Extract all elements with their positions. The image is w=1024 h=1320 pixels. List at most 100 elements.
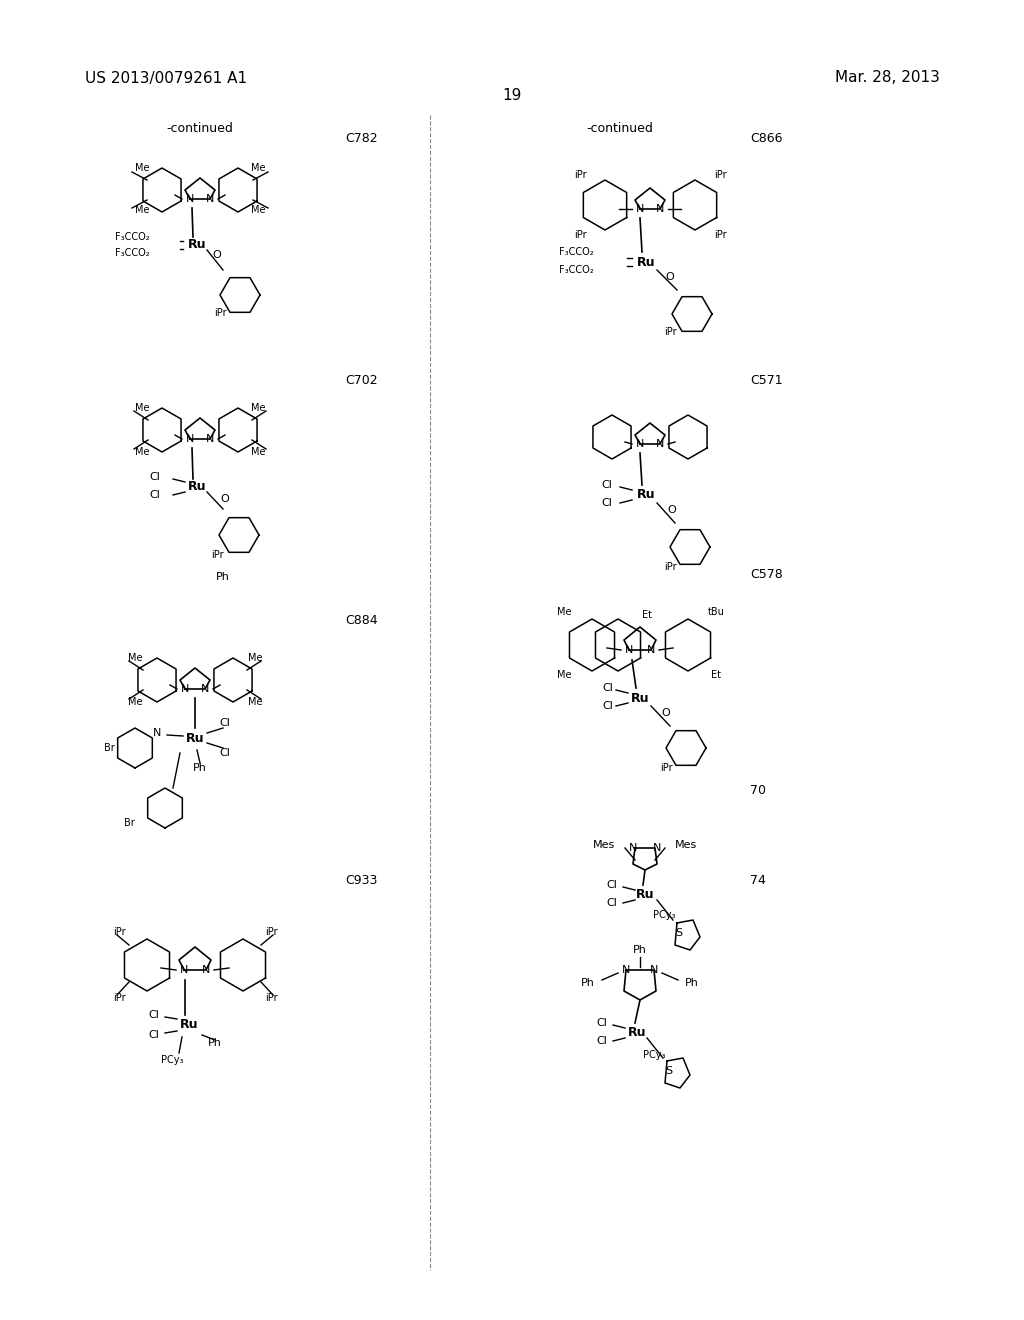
Text: N: N xyxy=(180,965,188,975)
Text: Ph: Ph xyxy=(208,1038,222,1048)
Text: Ru: Ru xyxy=(185,731,204,744)
Text: C571: C571 xyxy=(750,374,782,387)
Text: Cl: Cl xyxy=(219,718,230,729)
Text: F₃CCO₂: F₃CCO₂ xyxy=(116,248,150,257)
Text: Me: Me xyxy=(248,653,262,663)
Text: N: N xyxy=(629,843,637,853)
Text: Cl: Cl xyxy=(606,898,617,908)
Text: Ru: Ru xyxy=(637,488,655,502)
Text: iPr: iPr xyxy=(214,308,226,318)
Text: N: N xyxy=(653,843,662,853)
Text: US 2013/0079261 A1: US 2013/0079261 A1 xyxy=(85,70,247,86)
Text: iPr: iPr xyxy=(714,170,726,180)
Text: iPr: iPr xyxy=(659,763,673,774)
Text: Me: Me xyxy=(557,671,571,680)
Text: Br: Br xyxy=(124,818,135,828)
Text: F₃CCO₂: F₃CCO₂ xyxy=(116,232,150,242)
Text: 19: 19 xyxy=(503,88,521,103)
Text: iPr: iPr xyxy=(714,230,726,240)
Text: N: N xyxy=(185,194,195,205)
Text: Me: Me xyxy=(557,607,571,616)
Text: Me: Me xyxy=(135,205,150,215)
Text: N: N xyxy=(206,194,214,205)
Text: O: O xyxy=(668,506,677,515)
Text: Me: Me xyxy=(251,205,265,215)
Text: Me: Me xyxy=(128,697,142,708)
Text: Me: Me xyxy=(251,403,265,413)
Text: Ph: Ph xyxy=(633,945,647,954)
Text: Cl: Cl xyxy=(150,490,160,500)
Text: -continued: -continued xyxy=(587,121,653,135)
Text: Et: Et xyxy=(711,671,721,680)
Text: C866: C866 xyxy=(750,132,782,144)
Text: PCy₃: PCy₃ xyxy=(643,1049,666,1060)
Text: O: O xyxy=(662,708,671,718)
Text: Br: Br xyxy=(104,743,115,752)
Text: N: N xyxy=(655,440,665,449)
Text: Ru: Ru xyxy=(628,1027,646,1040)
Text: Ph: Ph xyxy=(582,978,595,987)
Text: C884: C884 xyxy=(345,614,378,627)
Text: iPr: iPr xyxy=(264,927,278,937)
Text: O: O xyxy=(213,249,221,260)
Text: Me: Me xyxy=(135,403,150,413)
Text: Ru: Ru xyxy=(637,256,655,268)
Text: N: N xyxy=(650,965,658,975)
Text: N: N xyxy=(206,434,214,444)
Text: Ph: Ph xyxy=(194,763,207,774)
Text: Cl: Cl xyxy=(596,1036,607,1045)
Text: Ph: Ph xyxy=(216,572,230,582)
Text: Cl: Cl xyxy=(606,880,617,890)
Text: Ru: Ru xyxy=(636,888,654,902)
Text: iPr: iPr xyxy=(211,550,223,560)
Text: N: N xyxy=(202,965,210,975)
Text: Me: Me xyxy=(248,697,262,708)
Text: Cl: Cl xyxy=(602,682,613,693)
Text: N: N xyxy=(655,205,665,214)
Text: N: N xyxy=(647,645,655,655)
Text: iPr: iPr xyxy=(264,993,278,1003)
Text: iPr: iPr xyxy=(573,230,587,240)
Text: C782: C782 xyxy=(345,132,378,144)
Text: Ru: Ru xyxy=(187,239,206,252)
Text: S: S xyxy=(676,928,683,939)
Text: O: O xyxy=(220,494,229,504)
Text: Mes: Mes xyxy=(593,840,615,850)
Text: iPr: iPr xyxy=(664,327,676,337)
Text: Et: Et xyxy=(642,610,652,620)
Text: N: N xyxy=(201,684,209,694)
Text: N: N xyxy=(636,440,644,449)
Text: N: N xyxy=(625,645,633,655)
Text: Cl: Cl xyxy=(219,748,230,758)
Text: N: N xyxy=(185,434,195,444)
Text: N: N xyxy=(622,965,630,975)
Text: Mes: Mes xyxy=(675,840,697,850)
Text: PCy₃: PCy₃ xyxy=(653,909,676,920)
Text: Ru: Ru xyxy=(180,1019,199,1031)
Text: C578: C578 xyxy=(750,569,782,582)
Text: Me: Me xyxy=(135,447,150,457)
Text: Ru: Ru xyxy=(631,692,649,705)
Text: Me: Me xyxy=(251,162,265,173)
Text: Me: Me xyxy=(135,162,150,173)
Text: 70: 70 xyxy=(750,784,766,796)
Text: Mar. 28, 2013: Mar. 28, 2013 xyxy=(836,70,940,86)
Text: S: S xyxy=(666,1067,673,1076)
Text: F₃CCO₂: F₃CCO₂ xyxy=(559,247,594,257)
Text: Cl: Cl xyxy=(148,1010,159,1020)
Text: Me: Me xyxy=(128,653,142,663)
Text: N: N xyxy=(181,684,189,694)
Text: 74: 74 xyxy=(750,874,766,887)
Text: Cl: Cl xyxy=(602,701,613,711)
Text: Ru: Ru xyxy=(187,480,206,494)
Text: Cl: Cl xyxy=(601,498,612,508)
Text: tBu: tBu xyxy=(708,607,724,616)
Text: N: N xyxy=(636,205,644,214)
Text: PCy₃: PCy₃ xyxy=(161,1055,183,1065)
Text: Cl: Cl xyxy=(150,473,160,482)
Text: iPr: iPr xyxy=(113,927,125,937)
Text: Cl: Cl xyxy=(596,1018,607,1028)
Text: Cl: Cl xyxy=(148,1030,159,1040)
Text: C933: C933 xyxy=(345,874,378,887)
Text: iPr: iPr xyxy=(113,993,125,1003)
